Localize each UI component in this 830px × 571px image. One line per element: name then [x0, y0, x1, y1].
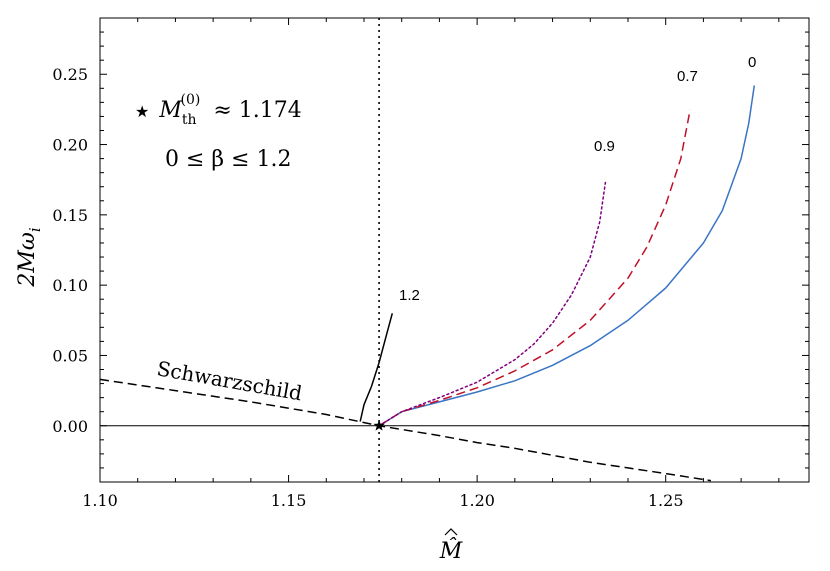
- curve-label-beta-0.9: 0.9: [594, 138, 615, 155]
- y-axis-label-sub: i: [26, 227, 44, 232]
- y-axis-label-main: 2Mω: [15, 232, 40, 288]
- beta-range-annotation: 0 ≤ β ≤ 1.2: [165, 147, 292, 172]
- y-axis-label: 2Mωi: [15, 227, 44, 287]
- curve-label-beta-0.7: 0.7: [677, 68, 698, 85]
- threshold-sup: (0): [181, 92, 201, 108]
- x-axis-label: M̂: [439, 538, 463, 564]
- y-tick-label: 0.25: [52, 65, 88, 84]
- x-axis-label-hat: [444, 528, 458, 536]
- threshold-symbol: M: [158, 98, 182, 123]
- y-tick-label: 0.10: [52, 276, 88, 295]
- series-line-0: [378, 85, 756, 427]
- threshold-annotation: ★ Mth (0) ≈ 1.174: [135, 85, 302, 128]
- series-line-0.9: [378, 181, 607, 427]
- series-line-schwarzschild: [99, 378, 712, 482]
- x-tick-label: 1.25: [648, 491, 684, 510]
- plot-content: [99, 18, 809, 482]
- labels: 1.10 1.15 1.20 1.25 0.00 0.05 0.10 0.15 0.20 0.25: [52, 65, 684, 536]
- threshold-sub: th: [182, 112, 197, 128]
- curve-label-beta-0: 0: [748, 54, 756, 71]
- x-tick-label: 1.15: [271, 491, 307, 510]
- star-symbol: ★: [135, 102, 149, 121]
- curve-label-beta-1.2: 1.2: [399, 287, 420, 304]
- series-line-0.7: [378, 109, 691, 427]
- x-tick-label: 1.20: [459, 491, 495, 510]
- x-tick-label: 1.10: [82, 491, 118, 510]
- y-tick-label: 0.05: [52, 346, 88, 365]
- threshold-value: ≈ 1.174: [213, 98, 301, 123]
- plot-frame: [99, 17, 810, 483]
- y-tick-label: 0.00: [52, 417, 88, 436]
- ticks: [99, 17, 809, 483]
- y-tick-label: 0.15: [52, 206, 88, 225]
- threshold-star-marker: [373, 419, 385, 431]
- y-tick-label: 0.20: [52, 136, 88, 155]
- series-line-1.2: [359, 313, 394, 422]
